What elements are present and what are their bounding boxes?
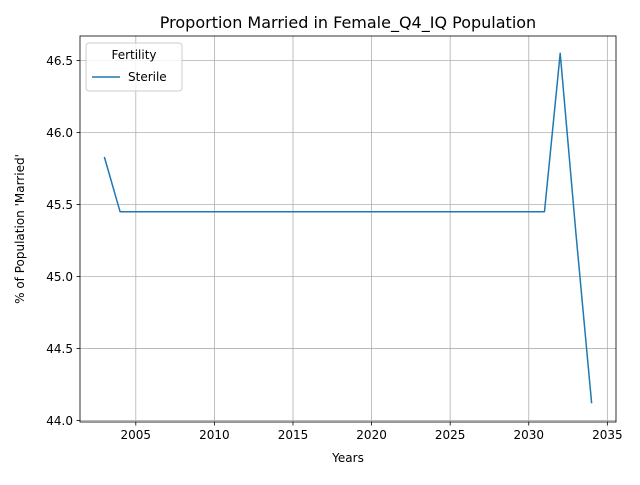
series-layer xyxy=(103,52,593,404)
y-axis-label: % of Population 'Married' xyxy=(13,154,27,304)
plot-frame xyxy=(79,35,617,423)
x-axis: 2005 2010 2015 2020 2025 2030 2035 xyxy=(121,422,623,442)
legend-title: Fertility xyxy=(111,48,156,62)
y-tick-label: 45.5 xyxy=(46,198,73,212)
y-tick-label: 44.0 xyxy=(46,414,73,428)
grid xyxy=(80,36,616,422)
legend: Fertility Sterile xyxy=(85,42,183,92)
x-axis-label: Years xyxy=(331,451,364,465)
chart-title: Proportion Married in Female_Q4_IQ Popul… xyxy=(160,13,536,33)
y-axis: 44.0 44.5 45.0 45.5 46.0 46.5 xyxy=(46,54,80,428)
x-tick-label: 2010 xyxy=(199,428,230,442)
y-tick-label: 46.0 xyxy=(46,126,73,140)
x-tick-label: 2030 xyxy=(513,428,544,442)
x-tick-label: 2025 xyxy=(435,428,466,442)
y-tick-label: 45.0 xyxy=(46,270,73,284)
y-tick-label: 46.5 xyxy=(46,54,73,68)
x-tick-label: 2020 xyxy=(356,428,387,442)
x-tick-label: 2005 xyxy=(121,428,152,442)
x-tick-label: 2015 xyxy=(278,428,309,442)
y-tick-label: 44.5 xyxy=(46,342,73,356)
x-tick-label: 2035 xyxy=(592,428,623,442)
legend-box xyxy=(85,42,183,92)
legend-entry-label: Sterile xyxy=(128,70,167,84)
series-line-sterile xyxy=(103,52,593,404)
